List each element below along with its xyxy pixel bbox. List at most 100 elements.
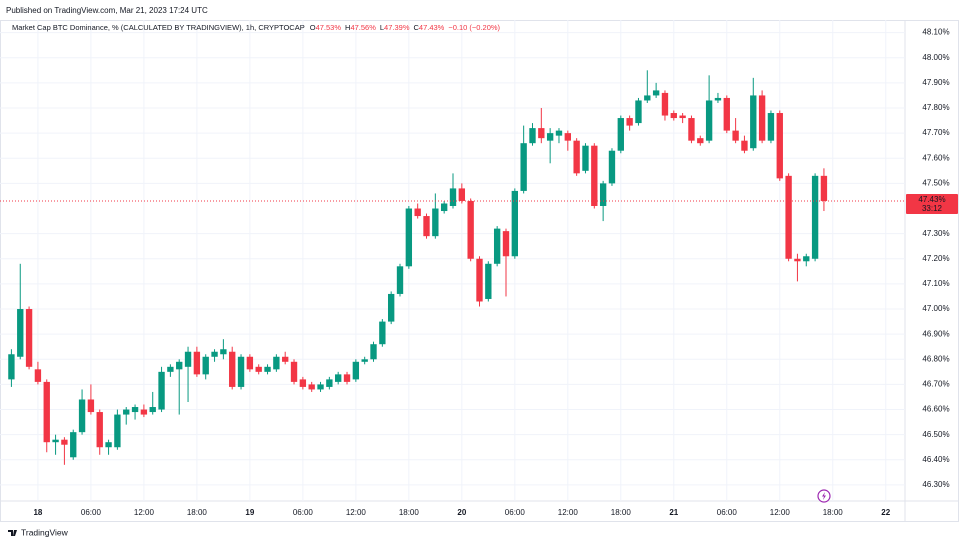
- candle-body: [335, 374, 342, 382]
- event-icon[interactable]: [817, 489, 831, 503]
- candle-body: [714, 97, 722, 101]
- candle-body: [502, 231, 510, 257]
- x-tick-label: 06:00: [81, 508, 102, 517]
- candle-body: [25, 309, 33, 367]
- y-tick-label: 46.90%: [922, 329, 949, 338]
- y-tick-label: 46.60%: [922, 405, 949, 414]
- x-tick-label: 18:00: [823, 508, 844, 517]
- candle-body: [520, 143, 527, 191]
- candle-body: [546, 133, 554, 141]
- candle-body: [794, 258, 801, 262]
- candle-body: [750, 95, 757, 149]
- candle-body: [785, 175, 792, 259]
- candle-body: [820, 175, 828, 201]
- candle-body: [697, 138, 704, 144]
- x-tick-label: 12:00: [134, 508, 155, 517]
- candle-body: [273, 356, 280, 370]
- candle-body: [264, 366, 271, 372]
- candle-body: [78, 399, 86, 433]
- candle-body: [688, 118, 695, 141]
- x-tick-label: 06:00: [505, 508, 526, 517]
- candle-body: [396, 266, 404, 294]
- chart-frame: [0, 20, 959, 522]
- legend-key: C: [413, 23, 419, 32]
- candle-body: [511, 190, 519, 257]
- legend-value: 47.56%: [350, 23, 376, 32]
- candle-body: [661, 92, 669, 116]
- last-price-box: [906, 193, 958, 214]
- candle-body: [591, 145, 598, 206]
- candle-body: [282, 356, 289, 362]
- x-tick-label: 12:00: [346, 508, 367, 517]
- grid: [0, 20, 905, 501]
- legend: Market Cap BTC Dominance, % (CALCULATED …: [12, 23, 501, 32]
- candle-body: [114, 414, 121, 448]
- candle-body: [237, 356, 245, 387]
- candle-body: [193, 351, 201, 375]
- candle-body: [767, 113, 775, 141]
- candle-body: [361, 359, 368, 362]
- candle-body: [96, 412, 103, 448]
- candle-body: [202, 356, 209, 375]
- candle-body: [34, 369, 42, 382]
- y-tick-label: 46.80%: [922, 354, 949, 363]
- candle-body: [229, 351, 236, 387]
- candle-body: [352, 361, 360, 380]
- legend-value: 47.53%: [316, 23, 342, 32]
- candle-body: [423, 216, 430, 237]
- x-tick-label: 20: [457, 508, 466, 517]
- candle-body: [290, 361, 298, 382]
- candle-body: [432, 208, 439, 237]
- candle-body: [414, 208, 421, 217]
- footer-brand: TradingView: [21, 527, 69, 537]
- x-tick-label: 18: [33, 508, 42, 517]
- y-tick-label: 47.80%: [922, 103, 949, 112]
- candle-body: [255, 366, 262, 372]
- legend-title: Market Cap BTC Dominance, % (CALCULATED …: [12, 23, 305, 32]
- candle-body: [123, 409, 130, 415]
- x-tick-label: 18:00: [611, 508, 632, 517]
- candle-body: [158, 371, 165, 410]
- candle-body: [599, 183, 607, 206]
- candle-body: [626, 118, 633, 126]
- candle-body: [635, 100, 642, 124]
- candle-body: [573, 140, 580, 174]
- legend-key: H: [345, 23, 350, 32]
- candle-body: [87, 399, 95, 413]
- candle-body: [317, 384, 324, 390]
- candle-body: [529, 128, 536, 144]
- y-tick-label: 47.30%: [922, 229, 949, 238]
- x-tick-label: 06:00: [717, 508, 738, 517]
- candle-body: [467, 200, 474, 259]
- published-note: Published on TradingView.com, Mar 21, 20…: [6, 6, 208, 15]
- candle-body: [476, 258, 483, 302]
- y-tick-label: 46.50%: [922, 430, 949, 439]
- candle-body: [184, 351, 192, 367]
- candle-body: [741, 140, 748, 151]
- candle-body: [679, 115, 686, 119]
- countdown-label: 33:12: [922, 204, 943, 213]
- candle-body: [70, 432, 77, 458]
- x-tick-label: 06:00: [293, 508, 314, 517]
- candle-body: [670, 113, 677, 119]
- candle-body: [167, 366, 174, 372]
- candle-body: [732, 130, 739, 141]
- y-tick-label: 48.10%: [922, 28, 949, 37]
- candle-body: [644, 95, 651, 101]
- legend-values: O47.53% H47.56% L47.39% C47.43% −0.10 (−0.20…: [310, 23, 501, 32]
- candle-body: [608, 150, 616, 184]
- legend-value: 47.43%: [419, 23, 445, 32]
- candle-body: [582, 145, 589, 171]
- candle-body: [52, 439, 59, 443]
- x-tick-label: 19: [245, 508, 254, 517]
- candle-body: [131, 407, 139, 413]
- candle-body: [176, 361, 183, 370]
- legend-key: L: [380, 23, 384, 32]
- y-tick-label: 48.00%: [922, 53, 949, 62]
- x-tick-label: 22: [881, 508, 890, 517]
- y-tick-label: 47.90%: [922, 78, 949, 87]
- candle-body: [8, 354, 15, 380]
- candle-body: [246, 356, 254, 370]
- candle-body: [538, 128, 545, 139]
